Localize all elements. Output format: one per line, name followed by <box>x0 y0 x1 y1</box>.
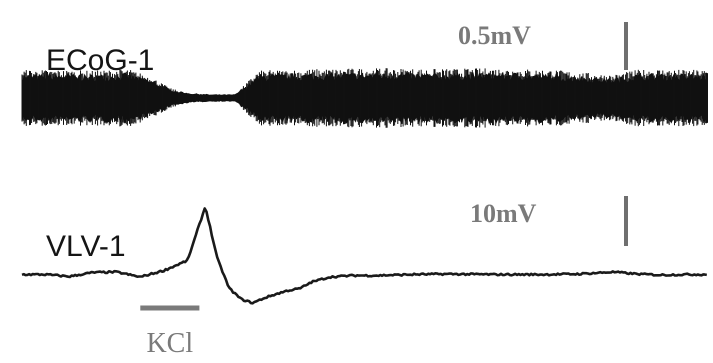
ecog-trace-texture <box>21 68 708 128</box>
vlv-panel: VLV-1 10mV KCl <box>21 196 708 359</box>
vlv-scale-bar-label: 10mV <box>470 199 537 228</box>
ecog-panel: ECoG-1 0.5mV <box>21 21 708 128</box>
vlv-trace-label: VLV-1 <box>46 230 126 263</box>
vlv-trace <box>21 207 708 305</box>
kcl-label: KCl <box>146 328 193 359</box>
ecog-scale-bar-label: 0.5mV <box>458 21 531 50</box>
ecog-trace-label: ECoG-1 <box>46 44 154 77</box>
